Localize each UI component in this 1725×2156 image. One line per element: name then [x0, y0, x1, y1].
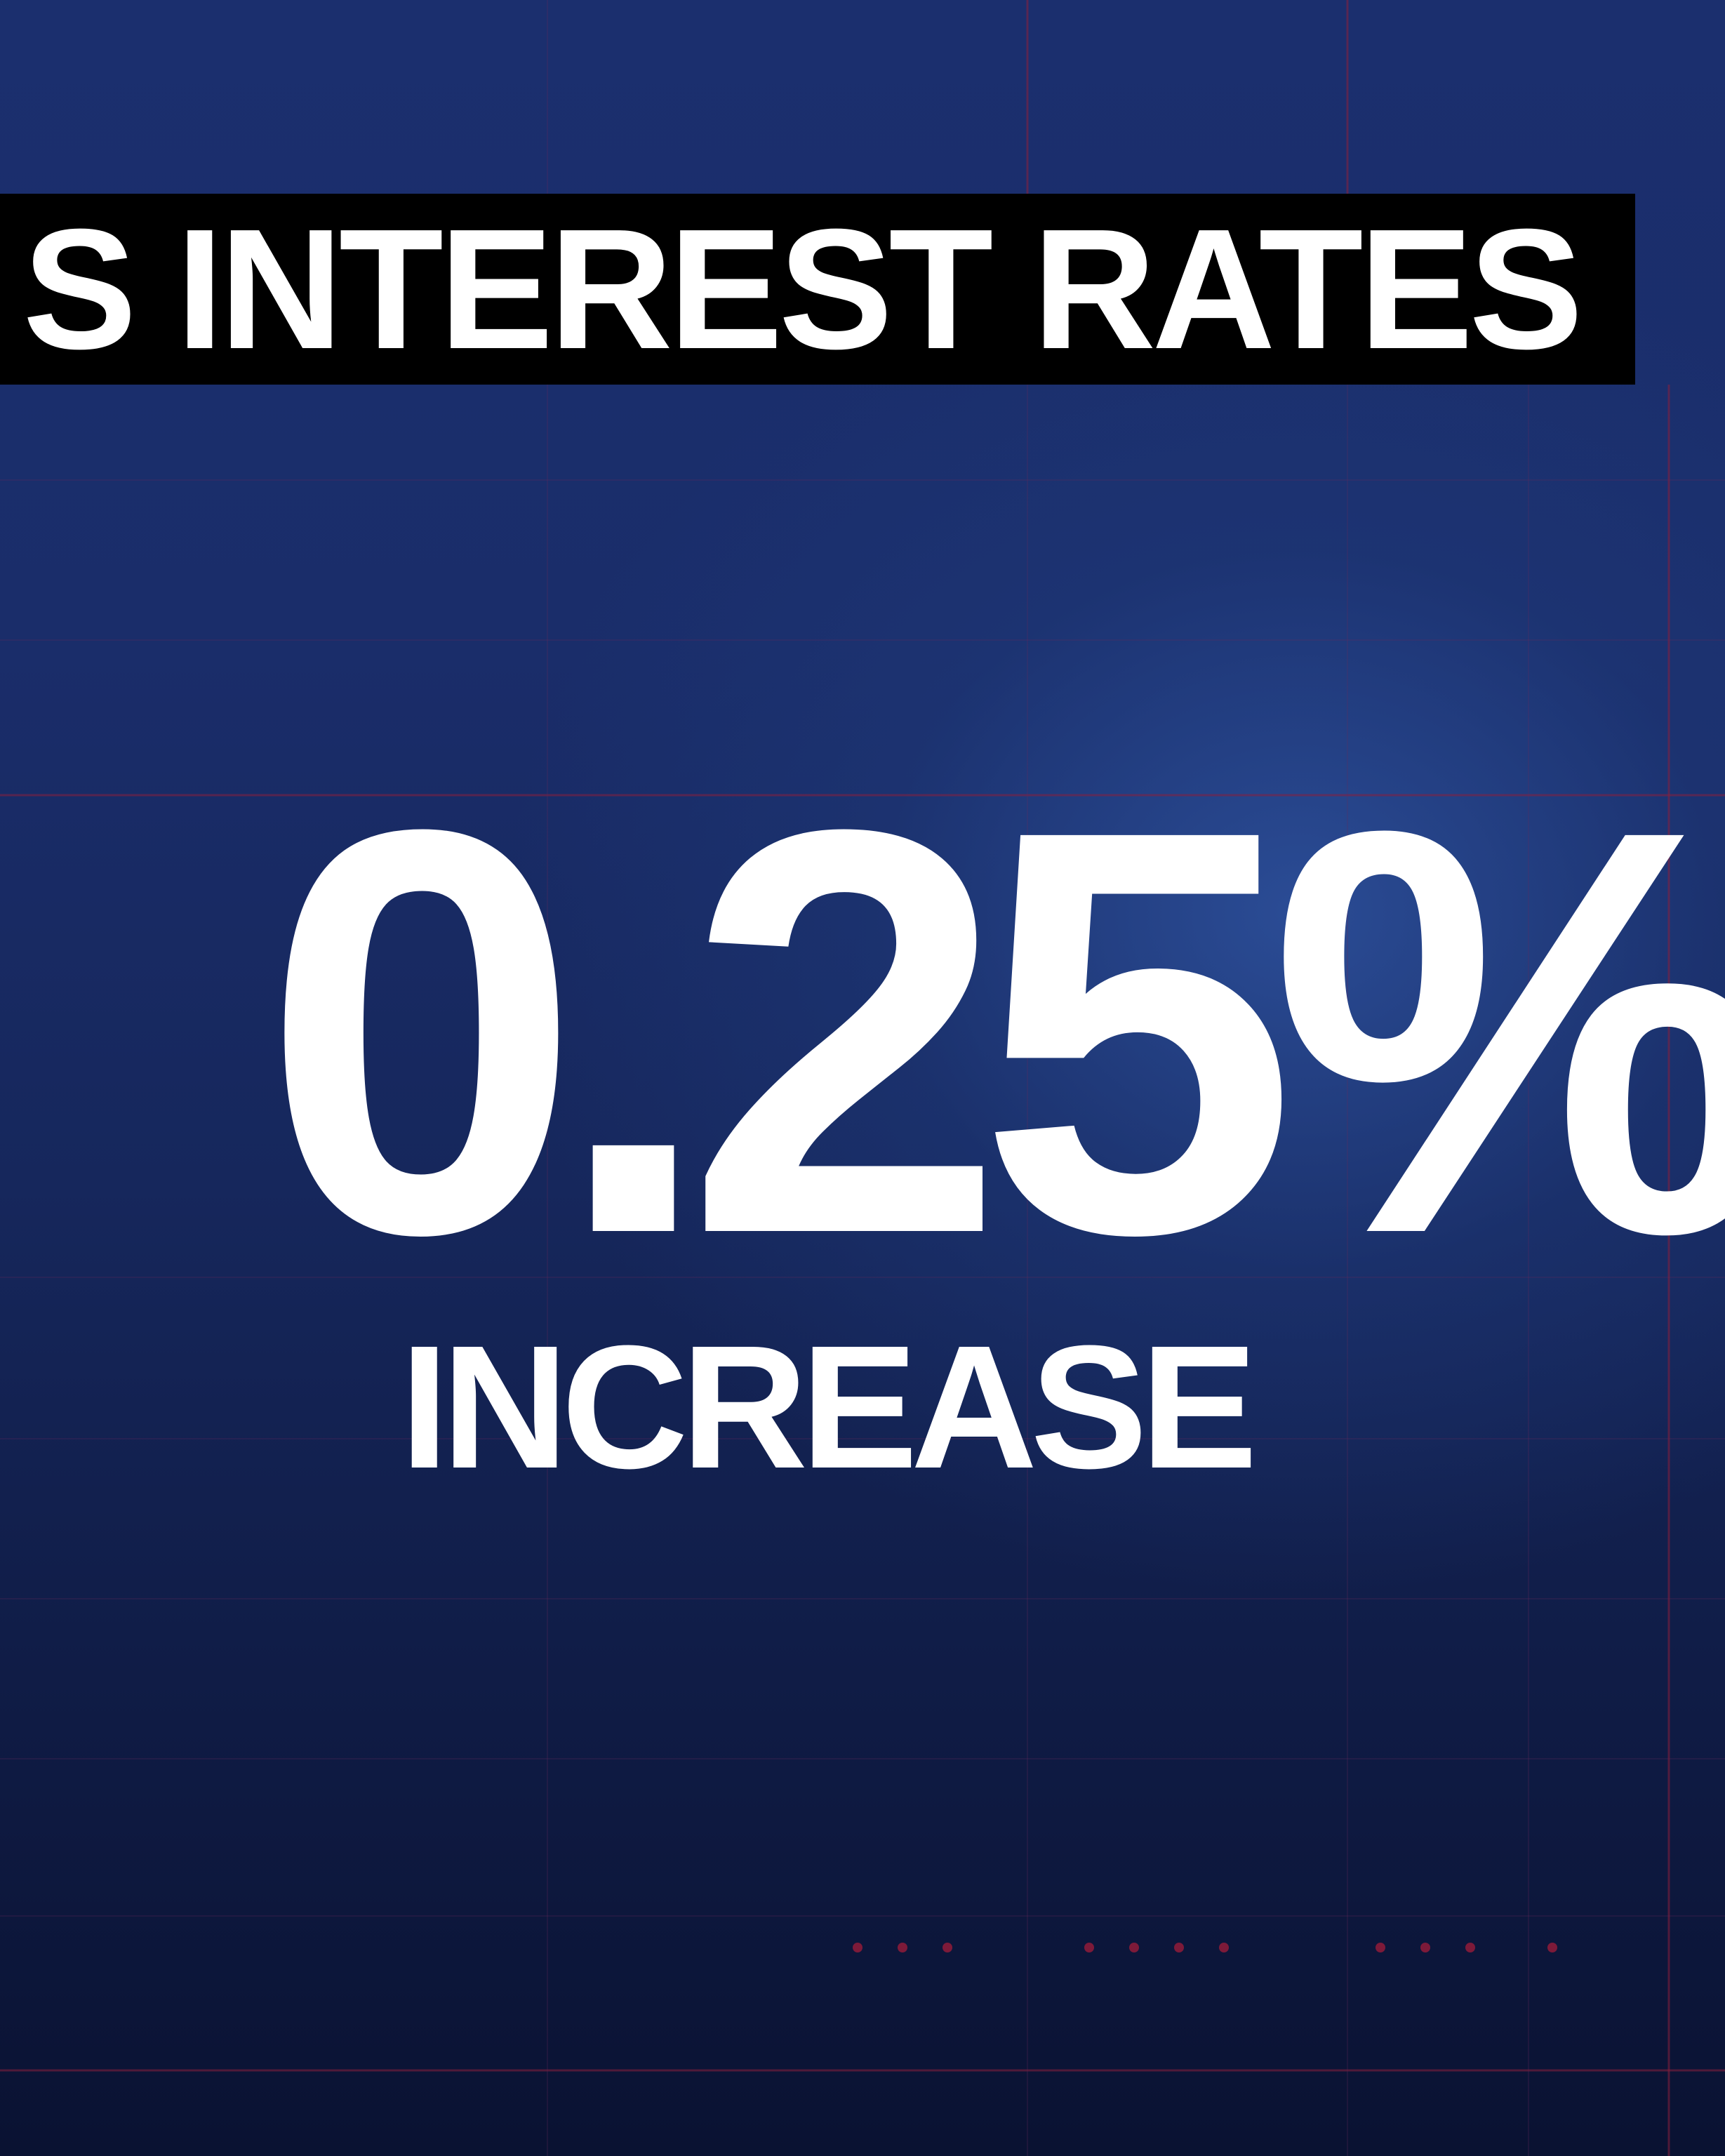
rate-change-label: INCREASE: [400, 1309, 1258, 1505]
decorative-dot-row: [853, 1937, 1569, 1958]
decorative-dot: [943, 1943, 952, 1952]
headline-banner: S INTEREST RATES: [0, 194, 1635, 385]
decorative-dot: [1084, 1943, 1094, 1952]
decorative-dot: [853, 1943, 862, 1952]
decorative-dot: [1547, 1943, 1557, 1952]
decorative-dot: [1376, 1943, 1385, 1952]
decorative-dot: [898, 1943, 907, 1952]
decorative-dot: [1219, 1943, 1229, 1952]
headline-text: S INTEREST RATES: [22, 194, 1583, 385]
rate-figure: 0.25%: [261, 710, 1725, 1353]
decorative-dot: [1129, 1943, 1139, 1952]
decorative-dot: [1174, 1943, 1184, 1952]
decorative-dot: [1465, 1943, 1475, 1952]
decorative-dot: [1420, 1943, 1430, 1952]
